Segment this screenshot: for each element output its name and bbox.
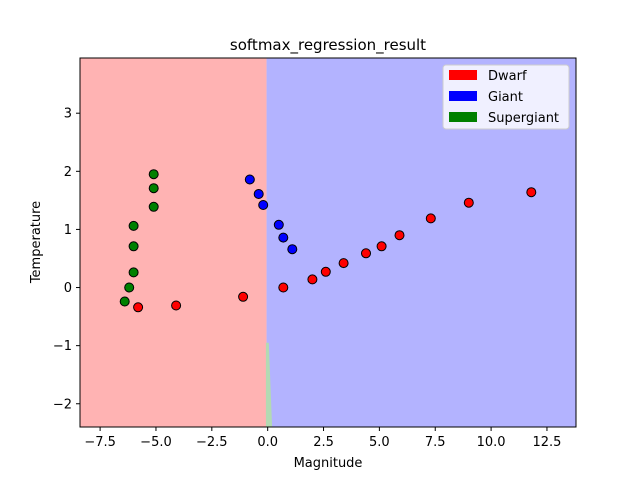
x-tick-label: 12.5 [532, 435, 561, 450]
legend-entries: Dwarf Giant Supergiant [449, 69, 559, 126]
x-axis-label: Magnitude [294, 456, 363, 471]
x-tick-label: −7.5 [84, 435, 116, 450]
y-tick-label: 0 [64, 281, 72, 296]
x-tick-label: −5.0 [140, 435, 172, 450]
legend-swatch-supergiant [449, 112, 477, 122]
point-dwarf [320, 266, 331, 277]
point-supergiant [128, 220, 139, 231]
point-supergiant [128, 267, 139, 278]
region-supergiant [265, 342, 273, 427]
point-dwarf [171, 300, 182, 311]
point-giant [278, 232, 289, 243]
x-tick-label: 5.0 [369, 435, 390, 450]
y-axis-label: Temperature [29, 201, 44, 284]
point-giant [273, 219, 284, 230]
x-tick-label: 7.5 [425, 435, 446, 450]
point-dwarf [278, 282, 289, 293]
y-tick-label: −2 [53, 397, 72, 412]
region-dwarf [80, 58, 267, 427]
y-tick-label: 3 [64, 107, 72, 122]
x-tick-label: −2.5 [196, 435, 228, 450]
point-dwarf [425, 213, 436, 224]
legend-swatch-dwarf [449, 70, 477, 80]
point-dwarf [133, 302, 144, 313]
point-dwarf [463, 197, 474, 208]
legend: Dwarf Giant Supergiant [442, 64, 570, 130]
point-giant [258, 200, 269, 210]
point-supergiant [119, 296, 130, 307]
point-dwarf [307, 274, 318, 285]
point-supergiant [124, 282, 135, 293]
plot-frame [79, 57, 577, 428]
point-supergiant [148, 201, 159, 212]
y-tick-label: 1 [64, 223, 72, 238]
point-dwarf [376, 241, 387, 252]
legend-swatch-giant [449, 91, 477, 101]
legend-label-supergiant: Supergiant [488, 111, 559, 126]
x-tick-label: 10.0 [477, 435, 506, 450]
data-points [119, 169, 537, 313]
point-dwarf [238, 291, 249, 302]
y-tick-label: 2 [64, 165, 72, 180]
point-giant [287, 244, 298, 255]
point-giant [253, 189, 264, 199]
point-giant [244, 174, 255, 185]
y-axis-ticks: −2 −1 0 1 2 3 [53, 107, 80, 412]
point-dwarf [526, 187, 537, 198]
point-supergiant [128, 241, 139, 252]
legend-label-giant: Giant [488, 90, 523, 105]
point-dwarf [338, 258, 349, 269]
point-supergiant [148, 183, 159, 194]
point-dwarf [361, 248, 371, 259]
legend-label-dwarf: Dwarf [488, 69, 527, 84]
point-supergiant [148, 169, 159, 180]
point-dwarf [394, 230, 405, 241]
decision-regions [80, 58, 576, 427]
x-tick-label: 2.5 [313, 435, 334, 450]
x-axis-ticks: −7.5 −5.0 −2.5 0.0 2.5 5.0 7.5 10.0 12.5 [84, 427, 561, 450]
chart-title: softmax_regression_result [230, 36, 426, 55]
y-tick-label: −1 [53, 339, 72, 354]
x-tick-label: 0.0 [257, 435, 278, 450]
